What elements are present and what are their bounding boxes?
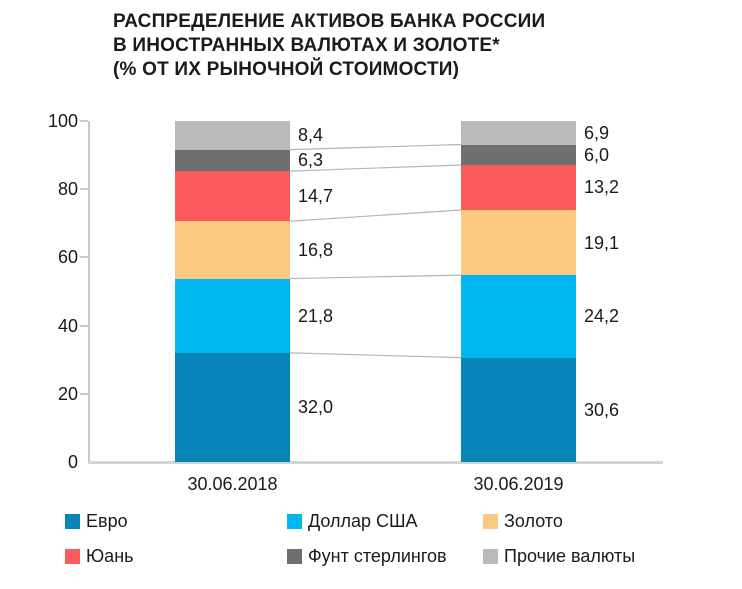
y-axis-tick-label: 40 — [57, 315, 78, 336]
bar-segment-прочие-валюты — [175, 121, 290, 150]
legend-label: Фунт стерлингов — [308, 546, 447, 566]
x-axis-category-label: 30.06.2018 — [187, 474, 278, 494]
bar-segment-юань — [175, 171, 290, 222]
legend-swatch-icon — [287, 513, 302, 529]
legend-label: Золото — [504, 511, 563, 531]
legend-swatch-icon — [287, 548, 302, 564]
bar-segment-фунт-стерлингов — [461, 144, 576, 165]
segment-value-label-доллар-сша: 24,2 — [584, 306, 620, 327]
segment-value-label-прочие-валюты: 8,4 — [298, 125, 324, 146]
segment-value-label-фунт-стерлингов: 6,3 — [298, 150, 324, 171]
segment-value-label-евро: 32,0 — [298, 397, 334, 418]
segment-value-label-золото: 16,8 — [298, 239, 334, 260]
chart-title: РАСПРЕДЕЛЕНИЕ АКТИВОВ БАНКА РОССИИ В ИНО… — [113, 10, 545, 82]
segment-value-label-юань: 13,2 — [584, 177, 620, 198]
bar-segment-доллар-сша — [175, 278, 290, 353]
y-axis-tick-label: 20 — [57, 383, 78, 404]
legend-label: Доллар США — [308, 511, 418, 531]
legend-item-евро: Евро — [65, 511, 287, 531]
legend-swatch-icon — [483, 548, 498, 564]
segment-value-label-евро: 30,6 — [584, 399, 620, 420]
y-axis-tick-label: 0 — [67, 452, 78, 472]
segment-value-label-юань: 14,7 — [298, 186, 334, 207]
bar-segment-золото — [175, 221, 290, 279]
x-axis-category-label: 30.06.2019 — [473, 474, 564, 494]
y-axis-tick-mark — [80, 256, 88, 259]
connector-line-евро — [289, 352, 462, 359]
legend-item-прочие-валюты: Прочие валюты — [483, 546, 742, 566]
bar-segment-фунт-стерлингов — [175, 149, 290, 172]
bar-segment-евро — [175, 352, 290, 462]
legend-item-фунт-стерлингов: Фунт стерлингов — [287, 546, 483, 566]
segment-value-label-золото: 19,1 — [584, 232, 620, 253]
segment-value-label-фунт-стерлингов: 6,0 — [584, 144, 610, 165]
segment-value-label-прочие-валюты: 6,9 — [584, 122, 610, 143]
y-axis-tick-mark — [80, 392, 88, 395]
connector-line-доллар-сша — [289, 274, 462, 280]
y-axis-line — [88, 121, 90, 462]
y-axis-tick-label: 60 — [57, 247, 78, 268]
legend-label: Прочие валюты — [504, 546, 636, 566]
y-axis-tick-label: 80 — [57, 179, 78, 200]
connector-line-золото — [289, 209, 462, 222]
legend-item-доллар-сша: Доллар США — [287, 511, 483, 531]
chart-title-line2: В ИНОСТРАННЫХ ВАЛЮТАХ И ЗОЛОТЕ* — [113, 35, 500, 56]
legend-swatch-icon — [65, 513, 80, 529]
y-axis-tick-mark — [80, 324, 88, 327]
legend-label: Евро — [86, 511, 128, 531]
legend-item-золото: Золото — [483, 511, 742, 531]
bar-segment-доллар-сша — [461, 275, 576, 358]
chart-title-line1: РАСПРЕДЕЛЕНИЕ АКТИВОВ БАНКА РОССИИ — [113, 11, 546, 32]
x-axis-baseline — [88, 461, 663, 464]
chart-legend: Евро Доллар США Золото Юань Фунт стерлингов П… — [65, 511, 742, 566]
bar-segment-юань — [461, 164, 576, 210]
bar-segment-евро — [461, 357, 576, 462]
y-axis-tick-label: 100 — [47, 111, 78, 131]
legend-item-юань: Юань — [65, 546, 287, 566]
legend-swatch-icon — [65, 548, 80, 564]
legend-label: Юань — [86, 546, 134, 566]
y-axis-tick-mark — [80, 188, 88, 191]
y-axis-tick-mark — [80, 120, 88, 122]
segment-value-label-доллар-сша: 21,8 — [298, 305, 334, 326]
bar-segment-золото — [461, 210, 576, 276]
legend-swatch-icon — [483, 513, 498, 529]
bar-segment-прочие-валюты — [461, 121, 576, 145]
chart-title-line3: (% ОТ ИХ РЫНОЧНОЙ СТОИМОСТИ) — [113, 59, 460, 80]
